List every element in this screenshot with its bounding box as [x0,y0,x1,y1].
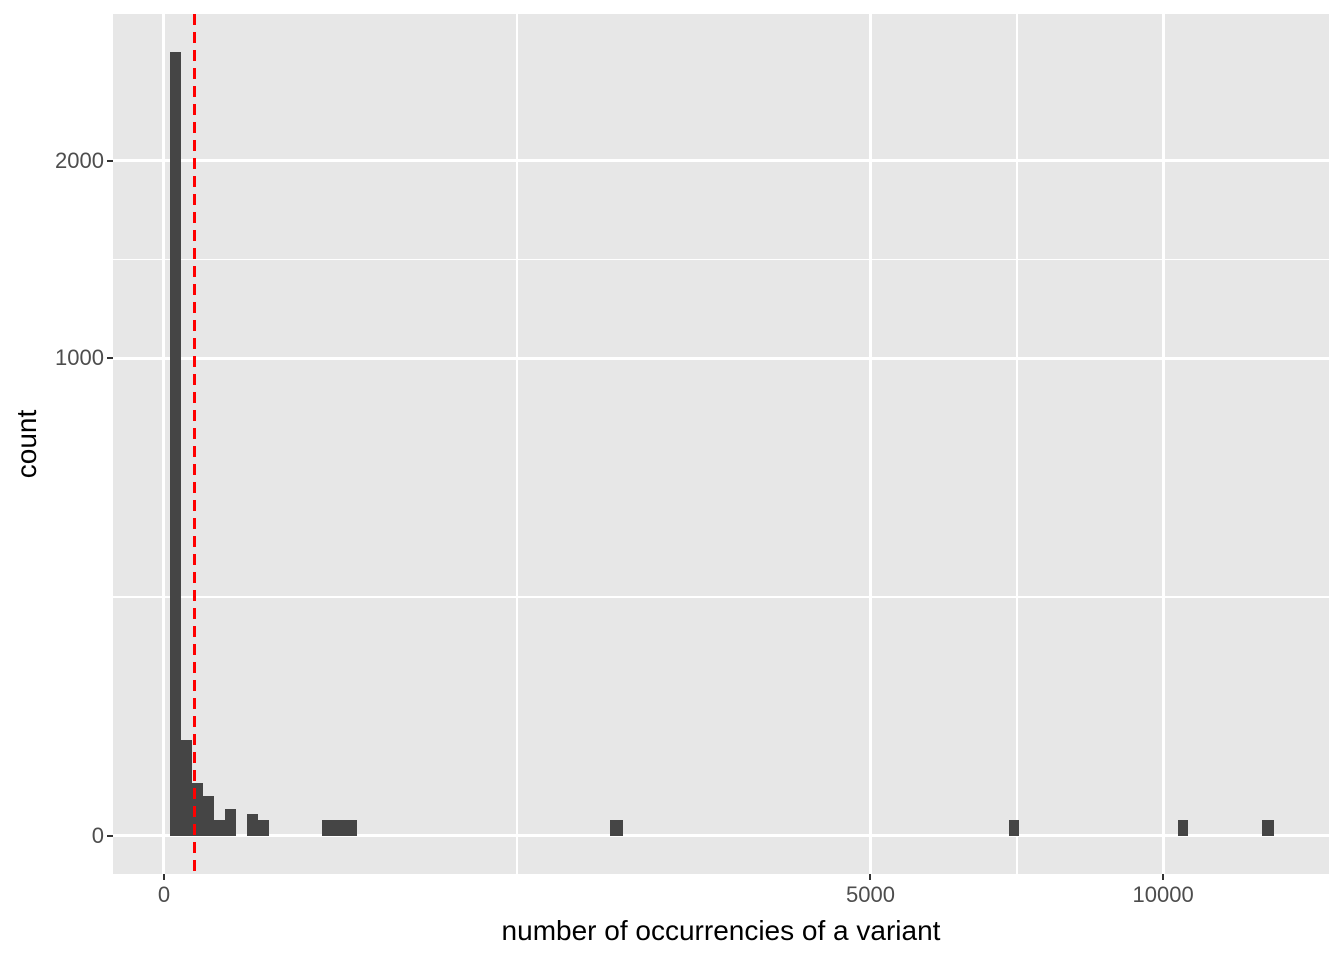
major-gridline-horizontal [113,159,1329,163]
x-tick-label: 5000 [845,882,895,907]
x-tick-mark [1162,874,1165,880]
y-tick-label: 2000 [55,147,104,173]
minor-gridline-horizontal [113,258,1329,261]
histogram-bar [1261,820,1274,836]
histogram-bar [1008,820,1020,836]
reference-dashed-line [193,14,197,874]
minor-gridline-vertical [1016,14,1018,874]
y-axis-title: count [11,409,42,479]
y-tick-mark [107,357,113,360]
y-tick-mark [107,834,113,837]
histogram-bar [247,814,259,836]
histogram-bar [258,820,270,836]
major-gridline-vertical [868,14,872,874]
histogram-bar [214,820,226,836]
x-axis-title: number of occurrencies of a variant [501,915,941,946]
plot-panel [113,14,1329,874]
y-tick-label: 1000 [55,345,104,371]
x-tick-mark [869,874,872,880]
minor-gridline-horizontal [113,596,1329,598]
y-tick-mark [107,159,113,162]
y-tick-label: 0 [91,822,104,848]
histogram-bar [610,820,623,836]
x-tick-label: 0 [157,882,171,907]
histogram-bar [181,740,193,836]
histogram-bar [169,51,182,836]
histogram-bar [321,820,357,836]
major-gridline-vertical [162,14,166,874]
histogram-bar [225,809,237,836]
minor-gridline-vertical [516,14,518,874]
histogram-bar [203,795,215,836]
x-tick-label: 10000 [1132,882,1194,907]
major-gridline-horizontal [113,356,1329,360]
histogram-bar [192,783,204,836]
histogram-bar [1177,820,1189,836]
major-gridline-vertical [1161,14,1165,874]
major-gridline-horizontal [113,834,1329,838]
x-tick-mark [162,874,165,880]
